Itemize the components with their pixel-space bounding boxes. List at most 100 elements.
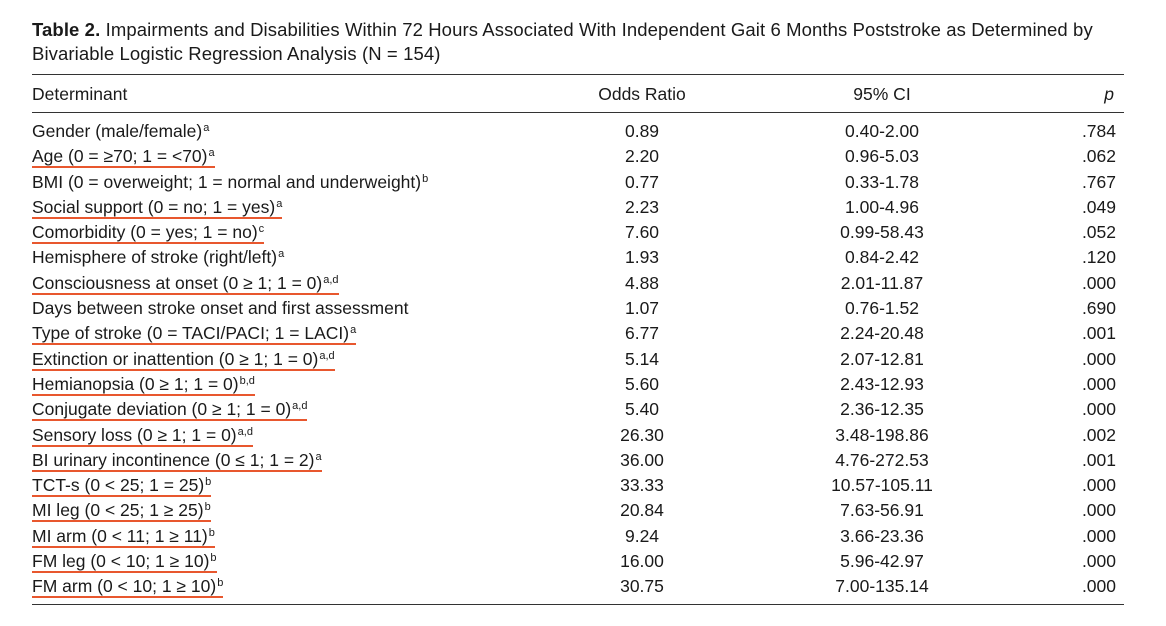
cell-odds-ratio: 16.00 bbox=[620, 551, 664, 572]
cell-odds-ratio: 9.24 bbox=[624, 525, 660, 546]
cell-ci: 3.48-198.86 bbox=[835, 424, 929, 445]
highlighted-determinant: Type of stroke (0 = TACI/PACI; 1 = LACI)… bbox=[32, 323, 357, 346]
cell-ci: 1.00-4.96 bbox=[845, 196, 919, 217]
table-row: FM arm (0 < 10; 1 ≥ 10)b 30.75 7.00-135.14… bbox=[32, 574, 1124, 605]
cell-ci: 4.76-272.53 bbox=[835, 449, 929, 470]
determinant-label: TCT-s (0 < 25; 1 = 25) bbox=[32, 475, 205, 496]
cell-odds-ratio: 30.75 bbox=[532, 574, 752, 605]
table-caption-label: Table 2. bbox=[32, 19, 101, 40]
determinant: Days between stroke onset and first asse… bbox=[32, 298, 408, 318]
table-row: Type of stroke (0 = TACI/PACI; 1 = LACI)… bbox=[32, 321, 1124, 346]
determinant-label: FM arm (0 < 10; 1 ≥ 10) bbox=[32, 576, 217, 597]
cell-odds-ratio: 6.77 bbox=[624, 323, 660, 344]
determinant: BMI (0 = overweight; 1 = normal and unde… bbox=[32, 172, 428, 192]
determinant-label: Hemisphere of stroke (right/left) bbox=[32, 247, 278, 268]
determinant-label: Gender (male/female) bbox=[32, 121, 203, 141]
cell-determinant: Days between stroke onset and first asse… bbox=[32, 296, 532, 321]
footnote-marker: a bbox=[276, 197, 283, 210]
cell-p-value: .000 bbox=[1081, 399, 1116, 420]
cell-determinant: Hemisphere of stroke (right/left)a bbox=[32, 245, 532, 270]
table-row: BMI (0 = overweight; 1 = normal and unde… bbox=[32, 170, 1124, 195]
footnote-marker: a bbox=[350, 324, 357, 337]
footnote-marker: b bbox=[217, 577, 224, 590]
cell-determinant: TCT-s (0 < 25; 1 = 25)b bbox=[32, 473, 532, 498]
cell-odds-ratio: 5.14 bbox=[624, 348, 660, 369]
footnote-marker: a bbox=[278, 248, 285, 261]
cell-ci: 2.24-20.48 bbox=[840, 323, 924, 344]
cell-ci: 5.96-42.97 bbox=[840, 551, 924, 572]
footnote-marker: a bbox=[203, 121, 210, 134]
cell-p-value: .062 bbox=[1081, 146, 1116, 167]
cell-odds-ratio: 7.60 bbox=[624, 222, 660, 243]
table-row: Social support (0 = no; 1 = yes)a 2.23 1.0… bbox=[32, 195, 1124, 220]
footnote-marker: a bbox=[208, 147, 215, 160]
highlighted-determinant: FM leg (0 < 10; 1 ≥ 10)b bbox=[32, 551, 217, 574]
cell-ci: 0.40-2.00 bbox=[845, 121, 919, 141]
cell-p-value: .049 bbox=[1081, 196, 1116, 217]
cell-determinant: Social support (0 = no; 1 = yes)a bbox=[32, 195, 532, 220]
header-p-value: p bbox=[1012, 74, 1124, 113]
cell-odds-ratio: 33.33 bbox=[620, 475, 664, 496]
cell-determinant: Sensory loss (0 ≥ 1; 1 = 0)a,d bbox=[32, 423, 532, 448]
cell-ci: 7.63-56.91 bbox=[840, 500, 924, 521]
cell-p-value: .767 bbox=[1081, 171, 1116, 192]
cell-determinant: MI leg (0 < 25; 1 ≥ 25)b bbox=[32, 498, 532, 523]
cell-p-value: .000 bbox=[1081, 500, 1116, 521]
cell-p-value: .120 bbox=[1081, 247, 1116, 268]
cell-odds-ratio: 5.60 bbox=[624, 373, 660, 394]
cell-p-value: .002 bbox=[1081, 424, 1116, 445]
cell-determinant: Extinction or inattention (0 ≥ 1; 1 = 0)… bbox=[32, 347, 532, 372]
footnote-marker: b,d bbox=[239, 374, 255, 387]
cell-determinant: Comorbidity (0 = yes; 1 = no)c bbox=[32, 220, 532, 245]
cell-ci: 0.96-5.03 bbox=[845, 146, 919, 167]
table-row: Days between stroke onset and first asse… bbox=[32, 296, 1124, 321]
footnote-marker: a bbox=[315, 450, 322, 463]
determinant-label: Age (0 = ≥70; 1 = <70) bbox=[32, 146, 208, 167]
highlighted-determinant: FM arm (0 < 10; 1 ≥ 10)b bbox=[32, 576, 224, 599]
determinant-label: Days between stroke onset and first asse… bbox=[32, 298, 409, 319]
cell-determinant: FM leg (0 < 10; 1 ≥ 10)b bbox=[32, 549, 532, 574]
cell-determinant: Hemianopsia (0 ≥ 1; 1 = 0)b,d bbox=[32, 372, 532, 397]
determinant-label: MI leg (0 < 25; 1 ≥ 25) bbox=[32, 500, 204, 521]
cell-odds-ratio: 2.23 bbox=[624, 196, 660, 217]
cell-determinant: Age (0 = ≥70; 1 = <70)a bbox=[32, 144, 532, 169]
footnote-marker: b bbox=[208, 526, 215, 539]
cell-odds-ratio: 1.07 bbox=[624, 298, 660, 319]
cell-ci: 7.00-135.14 bbox=[752, 574, 1012, 605]
determinant-label: MI arm (0 < 11; 1 ≥ 11) bbox=[32, 525, 208, 546]
highlighted-determinant: Age (0 = ≥70; 1 = <70)a bbox=[32, 146, 215, 169]
cell-determinant: Consciousness at onset (0 ≥ 1; 1 = 0)a,d bbox=[32, 271, 532, 296]
highlighted-determinant: MI arm (0 < 11; 1 ≥ 11)b bbox=[32, 526, 215, 548]
determinant-label: Extinction or inattention (0 ≥ 1; 1 = 0) bbox=[32, 348, 319, 369]
table-row: TCT-s (0 < 25; 1 = 25)b 33.33 10.57-105.11… bbox=[32, 473, 1124, 498]
table-caption: Table 2. Impairments and Disabilities Wi… bbox=[32, 18, 1124, 66]
cell-odds-ratio: 2.20 bbox=[624, 146, 660, 167]
footnote-marker: a,d bbox=[323, 273, 339, 286]
cell-determinant: Conjugate deviation (0 ≥ 1; 1 = 0)a,d bbox=[32, 397, 532, 422]
table-figure: Table 2. Impairments and Disabilities Wi… bbox=[32, 18, 1124, 605]
highlighted-determinant: Sensory loss (0 ≥ 1; 1 = 0)a,d bbox=[32, 425, 253, 447]
table-row: Extinction or inattention (0 ≥ 1; 1 = 0)… bbox=[32, 347, 1124, 372]
cell-odds-ratio: 0.77 bbox=[624, 171, 660, 192]
cell-ci: 0.33-1.78 bbox=[845, 171, 919, 192]
table-row: Comorbidity (0 = yes; 1 = no)c 7.60 0.99-5… bbox=[32, 220, 1124, 245]
cell-odds-ratio: 4.88 bbox=[624, 272, 660, 293]
cell-ci: 2.36-12.35 bbox=[840, 399, 924, 420]
footnote-marker: c bbox=[258, 223, 265, 236]
determinant-label: Social support (0 = no; 1 = yes) bbox=[32, 196, 276, 217]
cell-determinant: BMI (0 = overweight; 1 = normal and unde… bbox=[32, 170, 532, 195]
cell-odds-ratio: 1.93 bbox=[624, 247, 660, 268]
table-row: Conjugate deviation (0 ≥ 1; 1 = 0)a,d 5.4… bbox=[32, 397, 1124, 422]
footnote-marker: b bbox=[210, 552, 217, 564]
cell-p-value: .000 bbox=[1081, 475, 1116, 496]
cell-p-value: .000 bbox=[1081, 373, 1116, 394]
cell-determinant: Gender (male/female)a bbox=[32, 113, 532, 145]
header-determinant: Determinant bbox=[32, 74, 532, 113]
cell-ci: 0.76-1.52 bbox=[845, 298, 919, 319]
footnote-marker: b bbox=[205, 476, 212, 489]
cell-ci: 2.07-12.81 bbox=[840, 348, 924, 369]
footnote-marker: a,d bbox=[292, 400, 308, 413]
header-odds-ratio: Odds Ratio bbox=[532, 74, 752, 113]
determinant-label: Comorbidity (0 = yes; 1 = no) bbox=[32, 222, 258, 243]
cell-odds-ratio: 0.89 bbox=[624, 121, 660, 141]
